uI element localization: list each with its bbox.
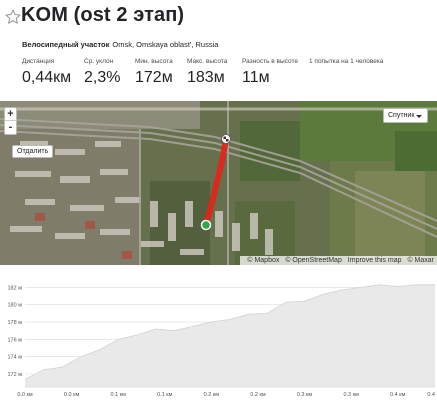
x-tick-label: 0.2 км — [250, 392, 266, 398]
stat-label: Макс. высота — [187, 58, 228, 65]
x-tick-label: 0.4 км — [427, 392, 437, 398]
attribution-osm[interactable]: © OpenStreetMap — [285, 257, 342, 264]
elevation-area — [25, 284, 435, 387]
map-layer-select[interactable]: Спутник — [383, 108, 428, 123]
chevron-down-icon — [416, 115, 422, 118]
y-tick-label: 178 м — [8, 320, 23, 326]
x-tick-label: 0.3 км — [343, 392, 359, 398]
map-layer-label: Спутник — [388, 112, 415, 119]
zoom-in-button[interactable]: + — [5, 108, 16, 121]
y-tick-label: 180 м — [8, 303, 23, 309]
satellite-imagery — [0, 101, 437, 265]
location-text: Omsk, Omskaya oblast', Russia — [112, 40, 219, 49]
stat-value: 11м — [242, 69, 270, 86]
elevation-line — [24, 284, 435, 380]
stat-value: 0,44км — [22, 69, 72, 86]
stat-label: Мин. высота — [135, 58, 173, 65]
stat-label: Разность в высоте — [242, 58, 298, 65]
attribution-mapbox[interactable]: © Mapbox — [247, 257, 280, 264]
start-marker-icon — [200, 219, 212, 231]
segment-route-line — [202, 136, 229, 228]
stat-value: 2,3% — [84, 69, 121, 86]
stat-label: Ср. уклон — [84, 58, 114, 65]
y-tick-label: 176 м — [8, 337, 23, 343]
x-tick-label: 0.3 км — [297, 392, 313, 398]
finish-flag-icon — [221, 134, 231, 144]
page-title: KOM (ost 2 этап) — [21, 4, 185, 26]
elevation-profile-chart[interactable]: 172 м 174 м 176 м 178 м 180 м 182 м 0.0 км 0.0 … — [0, 265, 437, 400]
map-attribution: © Mapbox © OpenStreetMap Improve this ma… — [240, 256, 437, 265]
zoom-out-button[interactable]: - — [8, 121, 13, 133]
star-icon[interactable] — [5, 9, 21, 25]
x-tick-label: 0.1 км — [157, 392, 173, 398]
stat-value: 172м — [135, 69, 173, 86]
stat-elevation-difference: Разность в высоте 11м — [242, 58, 298, 88]
x-tick-label: 0.4 км — [390, 392, 406, 398]
stat-attempts: 1 попытка на 1 человека — [309, 58, 383, 68]
segment-location: Велосипедный участок Omsk, Omskaya oblast… — [22, 40, 218, 49]
stat-label: 1 попытка на 1 человека — [309, 58, 384, 65]
stat-distance: Дистанция 0,44км — [22, 58, 71, 88]
y-tick-label: 182 м — [8, 285, 23, 291]
segment-type-label: Велосипедный участок — [22, 40, 110, 49]
stat-avg-grade: Ср. уклон 2,3% — [84, 58, 120, 88]
stat-value: 183м — [187, 69, 225, 86]
x-tick-label: 0.2 км — [204, 392, 220, 398]
x-tick-label: 0.0 км — [64, 392, 80, 398]
improve-map-link[interactable]: Improve this map — [347, 257, 402, 264]
y-tick-label: 174 м — [8, 355, 23, 361]
stat-label: Дистанция — [22, 58, 55, 65]
segment-header: KOM (ost 2 этап) Велосипедный участок Oms… — [0, 0, 437, 101]
stat-max-elevation: Макс. высота 183м — [187, 58, 227, 88]
zoom-control: + - — [4, 107, 17, 135]
x-tick-label: 0.1 км — [110, 392, 126, 398]
stat-min-elevation: Мин. высота 172м — [135, 58, 173, 88]
segment-map[interactable]: + - Отдалить Спутник © Mapbox © OpenStre… — [0, 101, 437, 265]
zoom-out-text-button[interactable]: Отдалить — [12, 145, 54, 158]
attribution-maxar[interactable]: © Maxar — [407, 257, 434, 264]
y-tick-label: 172 м — [8, 372, 23, 378]
elevation-chart-svg: 172 м 174 м 176 м 178 м 180 м 182 м 0.0 км 0.0 … — [8, 284, 437, 398]
x-tick-label: 0.0 км — [17, 392, 33, 398]
